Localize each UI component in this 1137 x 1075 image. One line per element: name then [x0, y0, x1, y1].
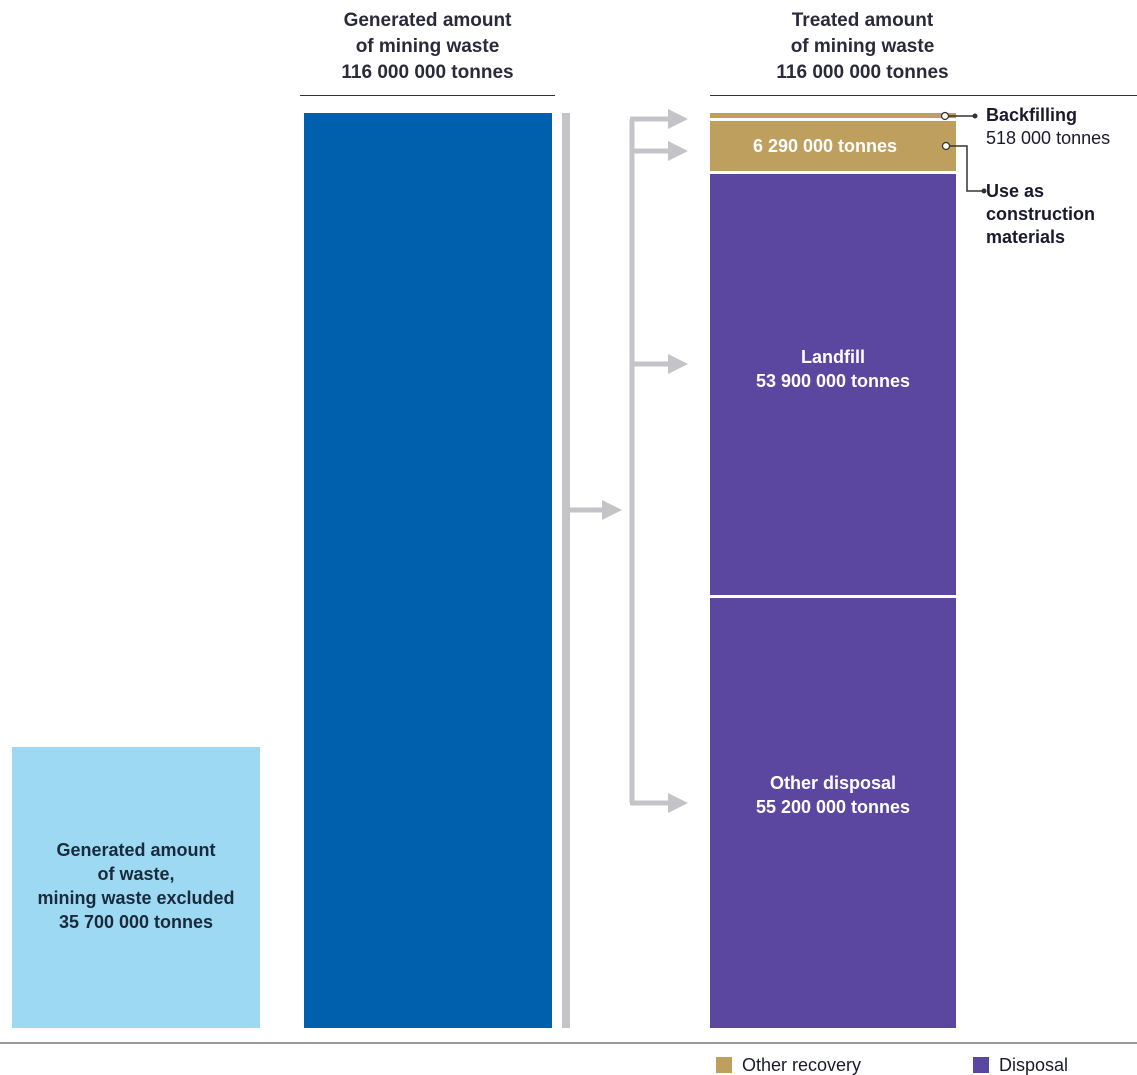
other-disposal-value: 55 200 000 tonnes: [755, 797, 911, 817]
excluded-label-line-4: 35 700 000 tonnes: [58, 912, 214, 932]
construction-callout-line-1: Use as: [986, 181, 1045, 201]
generated-title-rule: [300, 95, 555, 96]
legend-swatch-disposal: [973, 1057, 989, 1073]
backfilling-connector-dot: [940, 111, 950, 121]
legend-disposal: Disposal: [973, 1055, 1068, 1075]
backfilling-callout-value: 518 000 tonnes: [986, 128, 1111, 148]
construction-callout: Use as construction materials: [986, 180, 1095, 249]
backfilling-segment: [710, 113, 956, 118]
construction-connector-line: [950, 145, 984, 192]
generated-title-line-3: 116 000 000 tonnes: [341, 62, 514, 83]
backfilling-callout: Backfilling 518 000 tonnes: [986, 104, 1110, 150]
generated-title-line-2: of mining waste: [355, 36, 500, 57]
excluded-label-line-2: of waste,: [97, 864, 175, 884]
excluded-waste-bar: [12, 747, 260, 1028]
excluded-waste-label: Generated amount of waste, mining waste …: [12, 838, 260, 934]
legend-other-recovery: Other recovery: [716, 1055, 861, 1075]
construction-callout-line-2: construction: [986, 204, 1096, 224]
treated-title-rule: [710, 95, 1137, 96]
treated-title-line-2: of mining waste: [790, 36, 935, 57]
construction-materials-segment: [710, 121, 956, 171]
construction-materials-value-label: 6 290 000 tonnes: [752, 136, 898, 156]
excluded-label-line-1: Generated amount: [56, 840, 216, 860]
treated-title-line-3: 116 000 000 tonnes: [776, 62, 949, 83]
backfilling-callout-name: Backfilling: [986, 105, 1078, 125]
legend-swatch-other-recovery: [716, 1057, 732, 1073]
other-disposal-label: Other disposal 55 200 000 tonnes: [710, 771, 956, 819]
construction-connector-end: [981, 188, 987, 194]
treated-title-line-1: Treated amount: [791, 10, 934, 31]
generated-mining-waste-bar: [304, 113, 552, 1028]
treated-title: Treated amount of mining waste 116 000 0…: [710, 8, 1015, 86]
excluded-label-line-3: mining waste excluded: [37, 888, 235, 908]
landfill-name: Landfill: [801, 347, 865, 367]
generated-title: Generated amount of mining waste 116 000…: [300, 8, 555, 86]
generated-title-line-1: Generated amount: [343, 10, 512, 31]
construction-connector-dot: [941, 141, 951, 151]
landfill-value: 53 900 000 tonnes: [755, 371, 911, 391]
construction-callout-line-3: materials: [986, 227, 1066, 247]
other-disposal-name: Other disposal: [769, 773, 897, 793]
landfill-label: Landfill 53 900 000 tonnes: [710, 345, 956, 393]
other-disposal-segment: [710, 598, 956, 1028]
legend-label-other-recovery: Other recovery: [742, 1055, 862, 1075]
legend-label-disposal: Disposal: [999, 1055, 1069, 1075]
backfilling-connector-end: [972, 113, 978, 119]
landfill-segment: [710, 174, 956, 595]
